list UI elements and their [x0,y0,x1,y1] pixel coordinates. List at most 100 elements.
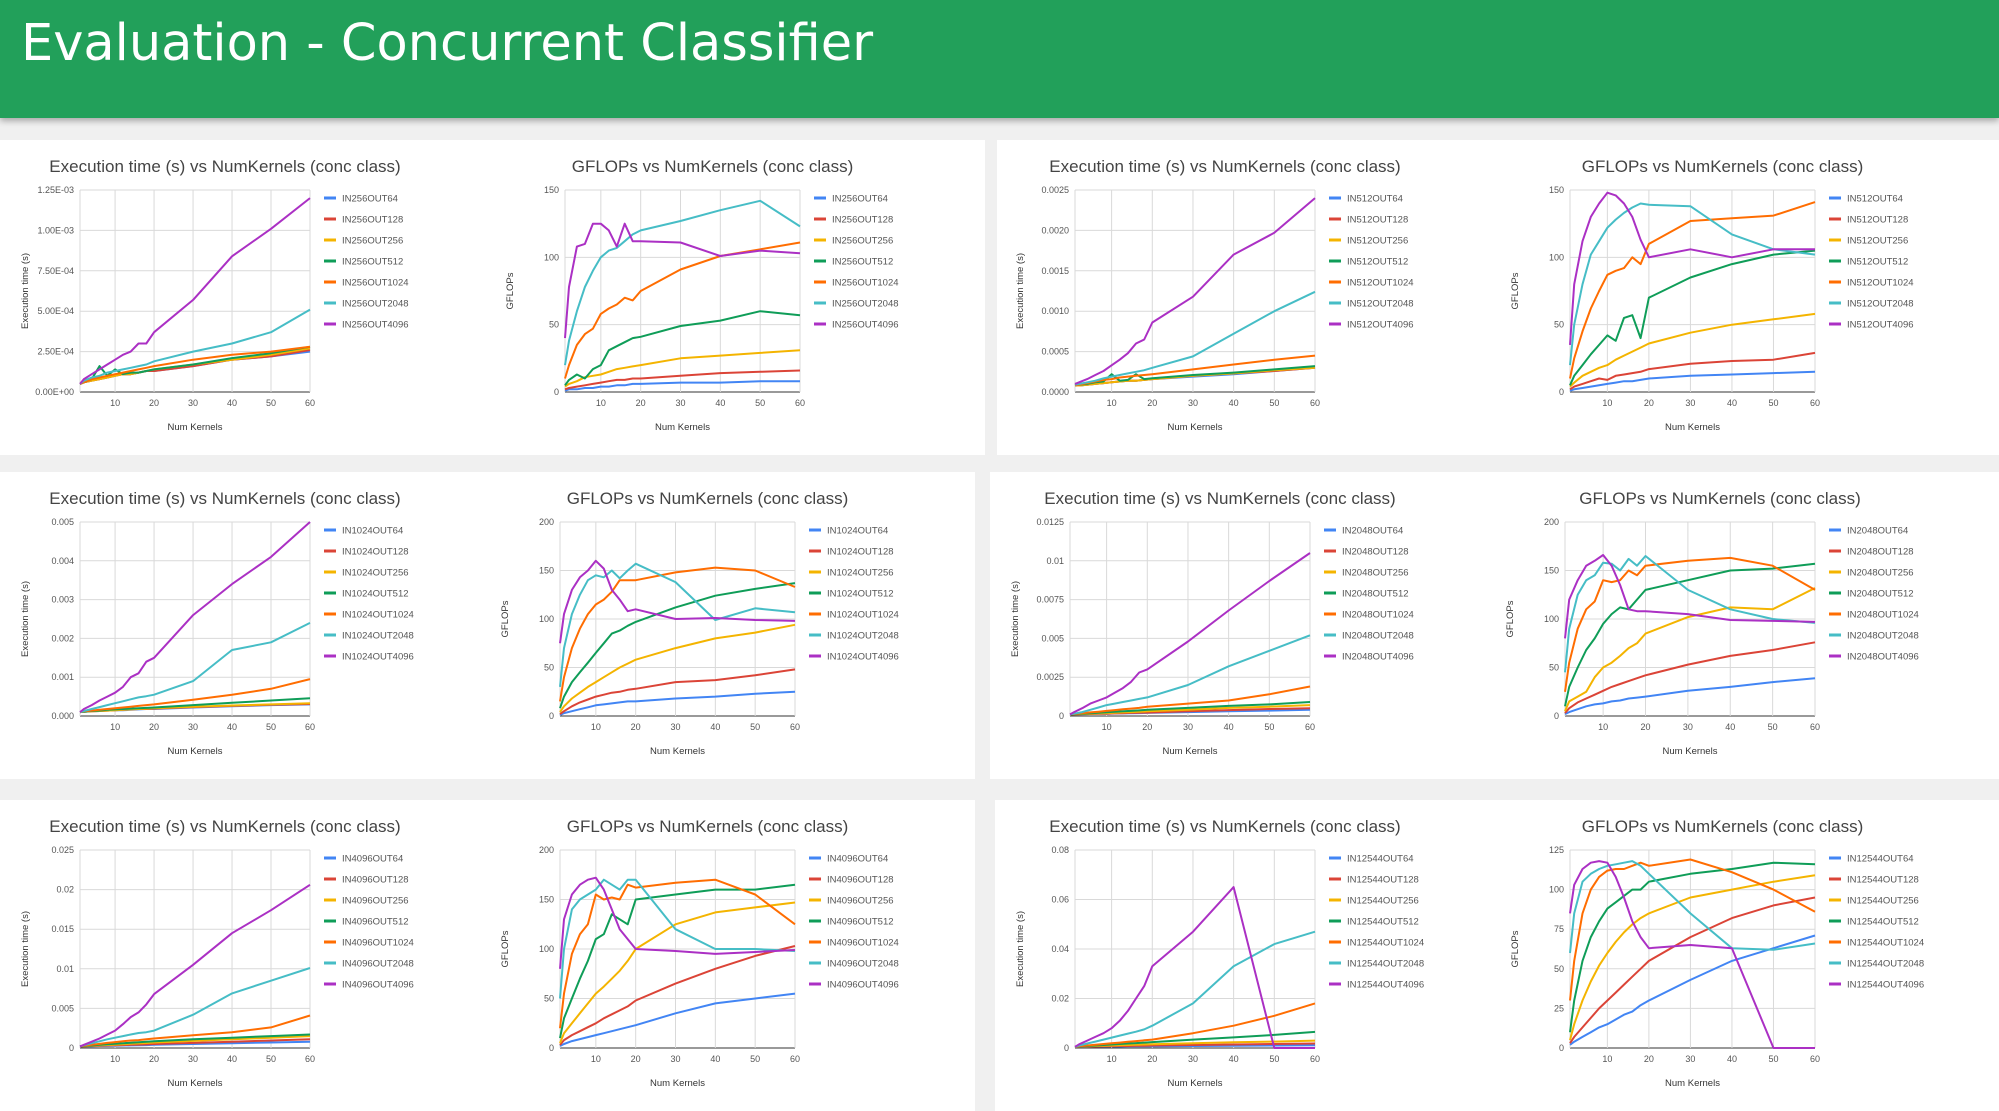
chart-gflops-in1024: GFLOPs vs NumKernels (conc class) 0 50 100 1… [490,482,970,774]
x-tick-label: 10 [110,1054,120,1064]
y-tick-label: 0.0025 [1041,185,1069,195]
x-tick-label: 50 [1768,398,1778,408]
y-axis-label: Execution time (s) [1010,581,1021,657]
x-tick-label: 20 [631,1054,641,1064]
legend-label: IN256OUT2048 [342,299,409,310]
series-line-in256out2048 [564,199,801,366]
legend-label: IN1024OUT512 [342,589,409,600]
legend-label: IN1024OUT128 [342,547,409,558]
series-line-in1024out128 [559,668,796,715]
legend-label: IN2048OUT4096 [1342,652,1414,663]
y-tick-label: 150 [539,895,554,905]
y-tick-label: 200 [1544,517,1559,527]
x-tick-label: 40 [1727,1054,1737,1064]
legend-label: IN512OUT4096 [1847,320,1914,331]
y-tick-label: 150 [1544,566,1559,576]
legend-label: IN4096OUT128 [342,875,409,886]
legend-label: IN1024OUT2048 [827,631,899,642]
y-tick-label: 50 [544,663,554,673]
y-tick-label: 0.0000 [1041,387,1069,397]
legend-label: IN12544OUT1024 [1347,938,1424,949]
x-tick-label: 40 [1725,722,1735,732]
legend-label: IN12544OUT2048 [1847,959,1924,970]
x-tick-label: 30 [188,398,198,408]
series-line-in2048out1024 [1564,556,1816,692]
series-line-in4096out2048 [79,967,311,1048]
x-tick-label: 50 [750,722,760,732]
x-axis-label: Num Kernels [168,1078,223,1089]
y-tick-label: 150 [1549,185,1564,195]
y-tick-label: 0.000 [51,711,74,721]
legend-label: IN512OUT512 [1347,257,1408,268]
y-tick-label: 5.00E-04 [37,306,74,316]
series-line-in4096out512 [559,883,796,1039]
y-tick-label: 0 [1554,711,1559,721]
x-tick-label: 60 [1305,722,1315,732]
x-tick-label: 60 [790,1054,800,1064]
x-tick-label: 30 [188,1054,198,1064]
series-line-in12544out4096 [1569,860,1815,1049]
x-tick-label: 40 [710,722,720,732]
y-tick-label: 0 [1059,711,1064,721]
x-tick-label: 60 [1810,1054,1820,1064]
legend-label: IN512OUT128 [1847,215,1908,226]
legend-label: IN1024OUT512 [827,589,894,600]
x-axis-label: Num Kernels [655,422,710,433]
chart-gflops-in4096: GFLOPs vs NumKernels (conc class) 0 50 100 1… [490,810,970,1106]
y-tick-label: 0.0020 [1041,225,1069,235]
y-tick-label: 0 [1559,387,1564,397]
series-line-in4096out256 [559,901,796,1044]
y-tick-label: 50 [1549,663,1559,673]
y-tick-label: 0.015 [51,924,74,934]
y-axis-label: GFLOPs [500,930,511,967]
y-axis-label: Execution time (s) [20,253,31,329]
series-line-in256out128 [79,349,311,385]
x-tick-label: 20 [149,1054,159,1064]
chart-title: GFLOPs vs NumKernels (conc class) [567,817,849,836]
y-tick-label: 125 [1549,845,1564,855]
series-line-in256out4096 [564,222,801,339]
series-line-in2048out2048 [1069,634,1311,716]
legend-label: IN2048OUT1024 [1847,610,1919,621]
chart-svg: Execution time (s) vs NumKernels (conc c… [1015,817,1424,1089]
series-line-in256out512 [564,310,801,386]
legend-label: IN256OUT128 [342,215,403,226]
chart-title: GFLOPs vs NumKernels (conc class) [1582,157,1864,176]
legend-label: IN1024OUT4096 [342,652,414,663]
y-tick-label: 0.02 [56,885,74,895]
x-tick-label: 30 [188,722,198,732]
y-tick-label: 200 [539,517,554,527]
legend-label: IN4096OUT2048 [342,959,414,970]
y-tick-label: 25 [1554,1003,1564,1013]
y-tick-label: 0.00E+00 [35,387,74,397]
legend-label: IN1024OUT256 [342,568,409,579]
legend-label: IN2048OUT64 [1847,526,1908,537]
y-tick-label: 0 [1064,1043,1069,1053]
series-line-in256out4096 [79,197,311,385]
x-axis-label: Num Kernels [1665,1078,1720,1089]
x-tick-label: 60 [795,398,805,408]
series-line-in512out512 [1569,249,1816,386]
legend-label: IN2048OUT128 [1847,547,1914,558]
legend-label: IN2048OUT512 [1342,589,1409,600]
chart-panel-2 [997,140,1999,455]
x-tick-label: 50 [750,1054,760,1064]
legend-label: IN1024OUT4096 [827,652,899,663]
series-line-in2048out512 [1564,562,1816,707]
chart-panel-5 [0,800,975,1111]
series-line-in12544out2048 [1074,930,1316,1048]
y-axis-label: Execution time (s) [20,581,31,657]
chart-gflops-in256: GFLOPs vs NumKernels (conc class) 0 50 100 1… [495,150,975,450]
x-tick-label: 60 [1810,398,1820,408]
x-axis-label: Num Kernels [168,746,223,757]
y-axis-label: GFLOPs [1510,930,1521,967]
x-tick-label: 10 [1107,398,1117,408]
chart-svg: Execution time (s) vs NumKernels (conc c… [1010,489,1414,757]
legend-label: IN512OUT64 [1347,194,1403,205]
series-line-in1024out256 [559,623,796,713]
series-line-in4096out64 [559,992,796,1047]
x-tick-label: 40 [227,722,237,732]
x-tick-label: 20 [149,398,159,408]
chart-gflops-in2048: GFLOPs vs NumKernels (conc class) 0 50 100 1… [1495,482,1990,774]
y-tick-label: 0.0005 [1041,347,1069,357]
